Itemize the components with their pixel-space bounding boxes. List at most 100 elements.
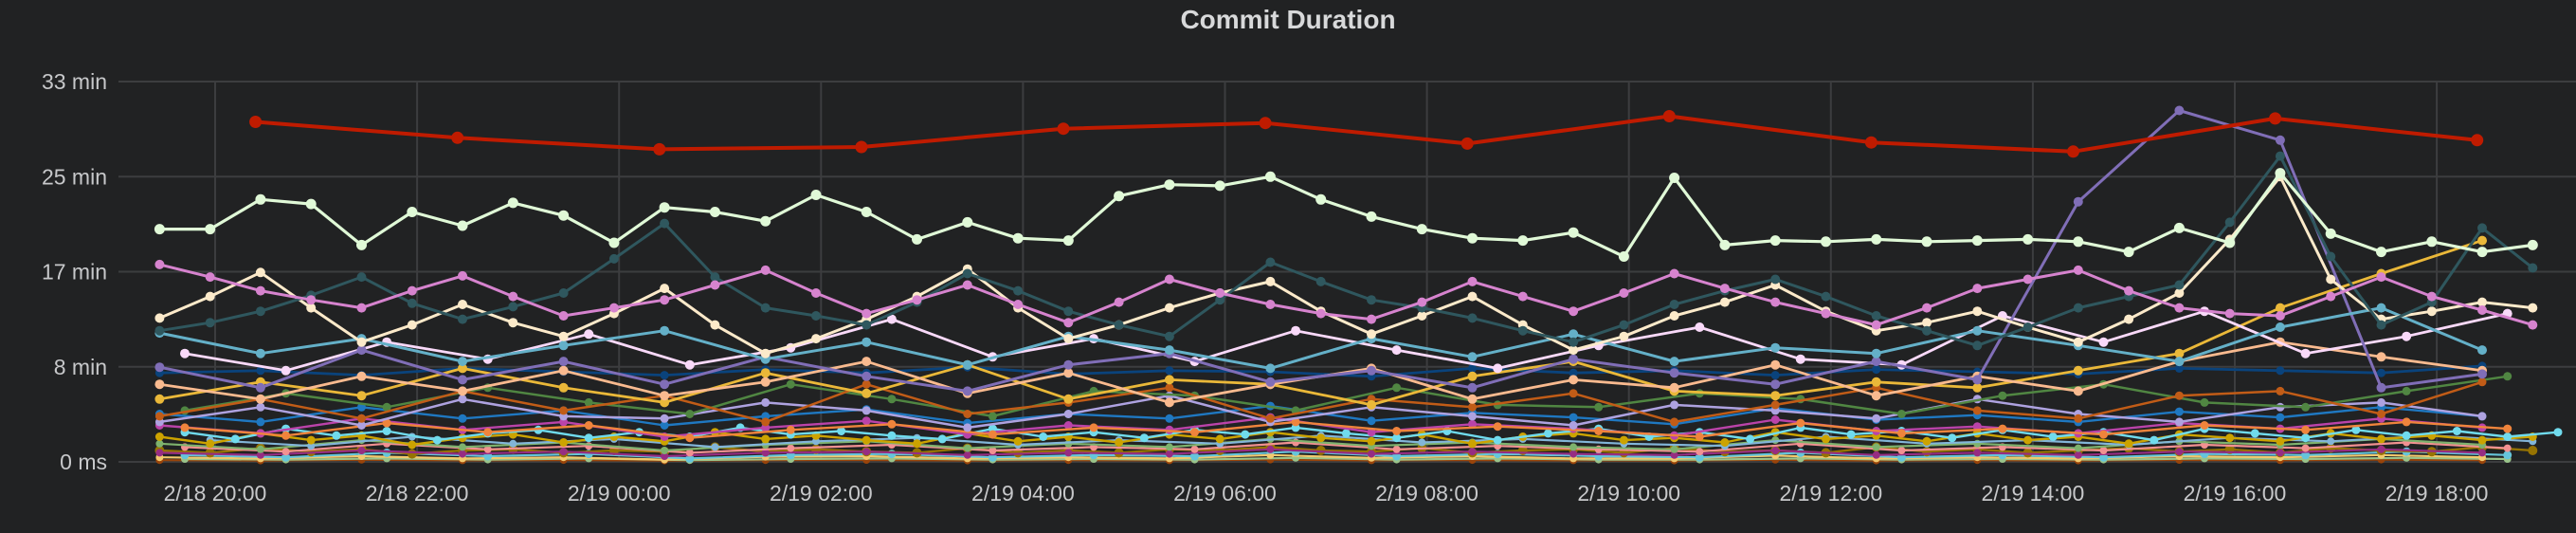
data-point[interactable]	[989, 447, 997, 454]
data-point[interactable]	[2023, 435, 2033, 445]
data-point[interactable]	[1467, 276, 1478, 286]
data-point[interactable]	[154, 379, 165, 390]
data-point[interactable]	[2276, 436, 2285, 446]
data-point[interactable]	[811, 288, 821, 298]
data-point[interactable]	[659, 202, 670, 213]
data-point[interactable]	[1164, 375, 1174, 385]
data-point[interactable]	[483, 428, 493, 437]
data-point[interactable]	[1821, 291, 1831, 302]
data-point[interactable]	[1265, 363, 1276, 374]
data-point[interactable]	[2528, 446, 2538, 455]
data-point[interactable]	[2477, 377, 2487, 387]
data-point[interactable]	[1569, 329, 1579, 340]
data-point[interactable]	[458, 395, 467, 404]
data-point[interactable]	[1821, 236, 1831, 248]
data-point[interactable]	[2376, 247, 2386, 258]
data-point[interactable]	[256, 417, 265, 427]
data-point[interactable]	[2325, 228, 2336, 239]
data-point[interactable]	[1695, 432, 1704, 441]
data-point[interactable]	[837, 427, 846, 435]
data-point[interactable]	[1064, 449, 1073, 457]
data-point[interactable]	[2426, 236, 2438, 248]
data-point[interactable]	[2471, 134, 2484, 147]
data-point[interactable]	[1896, 429, 1906, 438]
data-point[interactable]	[937, 434, 947, 444]
data-point[interactable]	[356, 371, 367, 381]
data-point[interactable]	[1670, 445, 1678, 453]
data-point[interactable]	[1215, 434, 1225, 444]
data-point[interactable]	[1619, 320, 1629, 330]
data-point[interactable]	[912, 233, 922, 245]
data-point[interactable]	[2276, 386, 2285, 395]
data-point[interactable]	[1517, 291, 1528, 302]
data-point[interactable]	[1366, 211, 1377, 222]
data-point[interactable]	[1259, 117, 1272, 130]
data-point[interactable]	[2123, 247, 2134, 258]
data-point[interactable]	[2074, 444, 2082, 452]
data-point[interactable]	[1669, 368, 1679, 378]
data-point[interactable]	[1872, 414, 1881, 423]
data-point[interactable]	[508, 291, 518, 302]
data-point[interactable]	[862, 371, 872, 381]
data-point[interactable]	[653, 142, 666, 156]
data-point[interactable]	[1972, 340, 1983, 351]
data-point[interactable]	[660, 284, 670, 294]
data-point[interactable]	[684, 359, 695, 370]
data-point[interactable]	[584, 421, 593, 430]
data-point[interactable]	[407, 285, 417, 296]
data-point[interactable]	[458, 357, 467, 367]
data-point[interactable]	[2477, 412, 2487, 421]
data-point[interactable]	[1544, 429, 1552, 438]
data-point[interactable]	[2275, 311, 2285, 321]
data-point[interactable]	[1063, 318, 1074, 328]
data-point[interactable]	[660, 218, 670, 229]
data-point[interactable]	[1669, 173, 1680, 183]
data-point[interactable]	[2376, 272, 2386, 283]
data-point[interactable]	[1315, 446, 1326, 455]
data-point[interactable]	[811, 334, 821, 344]
data-point[interactable]	[1719, 284, 1730, 294]
data-point[interactable]	[1467, 291, 1478, 302]
data-point[interactable]	[1872, 443, 1880, 451]
data-point[interactable]	[887, 419, 897, 429]
data-point[interactable]	[558, 311, 569, 321]
data-point[interactable]	[2124, 314, 2134, 324]
data-point[interactable]	[2073, 303, 2083, 313]
data-point[interactable]	[1771, 447, 1780, 454]
data-point[interactable]	[154, 362, 165, 373]
data-point[interactable]	[2528, 320, 2538, 330]
data-point[interactable]	[1770, 379, 1781, 390]
data-point[interactable]	[1215, 295, 1225, 305]
data-point[interactable]	[2326, 251, 2336, 262]
data-point[interactable]	[1569, 421, 1578, 430]
data-point[interactable]	[584, 397, 593, 407]
data-point[interactable]	[1165, 443, 1173, 451]
data-point[interactable]	[661, 447, 669, 454]
data-point[interactable]	[2224, 237, 2236, 248]
data-point[interactable]	[2174, 348, 2185, 358]
data-point[interactable]	[1770, 274, 1781, 285]
data-point[interactable]	[2477, 435, 2487, 445]
data-point[interactable]	[1972, 422, 1982, 432]
data-point[interactable]	[2276, 366, 2285, 376]
data-point[interactable]	[1872, 450, 1880, 459]
data-point[interactable]	[1114, 297, 1124, 307]
data-point[interactable]	[1897, 447, 1906, 454]
data-point[interactable]	[558, 357, 569, 367]
data-point[interactable]	[1190, 451, 1199, 461]
data-point[interactable]	[230, 434, 240, 444]
data-point[interactable]	[1063, 368, 1074, 378]
data-point[interactable]	[1114, 191, 1125, 202]
data-point[interactable]	[862, 357, 872, 367]
data-point[interactable]	[1063, 410, 1073, 418]
data-point[interactable]	[1670, 400, 1679, 410]
data-point[interactable]	[256, 450, 264, 459]
data-point[interactable]	[862, 379, 871, 389]
data-point[interactable]	[1468, 448, 1477, 456]
data-point[interactable]	[760, 348, 771, 358]
data-point[interactable]	[356, 391, 367, 401]
data-point[interactable]	[761, 417, 771, 427]
data-point[interactable]	[887, 395, 897, 404]
data-point[interactable]	[1770, 342, 1781, 353]
data-point[interactable]	[1291, 325, 1301, 336]
